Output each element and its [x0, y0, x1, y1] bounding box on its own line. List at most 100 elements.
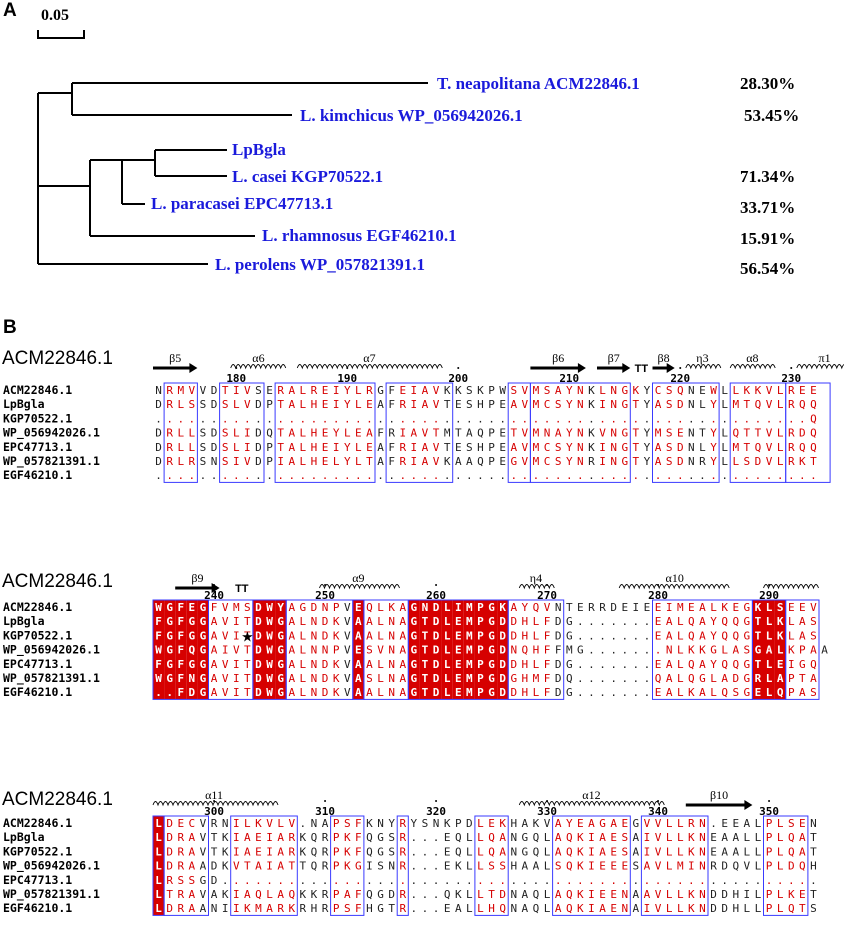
- residue: L: [344, 427, 351, 440]
- residue: D: [710, 888, 717, 901]
- residue: Q: [732, 629, 739, 642]
- sequence-name: KGP70522.1: [3, 844, 72, 858]
- ss-label: α9: [352, 571, 364, 585]
- residue: L: [699, 398, 706, 411]
- residue: G: [621, 384, 628, 397]
- residue: R: [399, 441, 406, 454]
- residue: L: [677, 902, 684, 915]
- residue: R: [166, 398, 173, 411]
- residue: V: [222, 615, 229, 628]
- residue: P: [488, 427, 495, 440]
- residue: .: [255, 874, 262, 887]
- residue: N: [699, 845, 706, 858]
- residue: M: [533, 398, 540, 411]
- residue: W: [266, 601, 273, 614]
- residue: R: [788, 384, 795, 397]
- residue: .: [422, 860, 429, 873]
- residue: Q: [732, 860, 739, 873]
- residue: N: [621, 888, 628, 901]
- residue: L: [300, 644, 307, 657]
- residue: V: [433, 455, 440, 468]
- residue: V: [766, 427, 773, 440]
- taxon-label: L. perolens WP_057821391.1: [215, 255, 425, 274]
- residue: E: [610, 902, 617, 915]
- residue: L: [666, 831, 673, 844]
- residue: M: [533, 441, 540, 454]
- residue: I: [233, 686, 240, 699]
- residue: .: [555, 874, 562, 887]
- residue: S: [544, 384, 551, 397]
- residue: .: [644, 469, 651, 482]
- ss-label: β10: [710, 788, 728, 802]
- residue: T: [244, 615, 251, 628]
- residue: K: [222, 845, 229, 858]
- residue: N: [621, 902, 628, 915]
- residue: .: [699, 412, 706, 425]
- residue: T: [510, 427, 517, 440]
- residue: L: [189, 427, 196, 440]
- residue: N: [577, 441, 584, 454]
- residue: T: [444, 398, 451, 411]
- residue: Y: [710, 455, 717, 468]
- residue: D: [433, 658, 440, 671]
- residue: I: [588, 902, 595, 915]
- residue: Q: [688, 672, 695, 685]
- residue: Y: [566, 427, 573, 440]
- residue: .: [288, 469, 295, 482]
- residue: V: [522, 427, 529, 440]
- residue: D: [255, 601, 262, 614]
- residue: .: [721, 469, 728, 482]
- residue: L: [355, 384, 362, 397]
- residue: S: [344, 902, 351, 915]
- residue: R: [322, 902, 329, 915]
- residue: .: [510, 874, 517, 887]
- residue: .: [455, 874, 462, 887]
- residue: N: [311, 629, 318, 642]
- residue: L: [677, 672, 684, 685]
- active-site-star: ★: [241, 629, 254, 645]
- residue: L: [233, 427, 240, 440]
- residue: A: [277, 860, 284, 873]
- residue: A: [244, 831, 251, 844]
- residue: A: [633, 888, 640, 901]
- residue: Y: [344, 455, 351, 468]
- residue: R: [710, 860, 717, 873]
- residue: A: [366, 629, 373, 642]
- residue: P: [266, 398, 273, 411]
- residue: F: [544, 658, 551, 671]
- residue: R: [177, 845, 184, 858]
- residue: .: [433, 412, 440, 425]
- residue: I: [222, 644, 229, 657]
- residue: K: [799, 455, 806, 468]
- residue: Q: [566, 672, 573, 685]
- residue: E: [455, 686, 462, 699]
- residue: L: [233, 441, 240, 454]
- residue: N: [311, 686, 318, 699]
- residue: K: [755, 384, 762, 397]
- similarity-box: [152, 815, 165, 916]
- residue: S: [466, 441, 473, 454]
- ss-label: α8: [746, 351, 758, 365]
- residue: L: [755, 888, 762, 901]
- residue: D: [555, 629, 562, 642]
- residue: .: [522, 469, 529, 482]
- residue: R: [399, 817, 406, 830]
- residue: R: [755, 672, 762, 685]
- ruler-dot: [768, 800, 771, 802]
- identity-column: [463, 600, 475, 700]
- residue: M: [466, 644, 473, 657]
- residue: A: [499, 831, 506, 844]
- residue: E: [732, 817, 739, 830]
- residue: M: [466, 658, 473, 671]
- residue: Q: [688, 615, 695, 628]
- residue: .: [577, 615, 584, 628]
- identity-column: [486, 600, 498, 700]
- residue: R: [277, 384, 284, 397]
- alpha-helix: [518, 584, 555, 590]
- residue: L: [766, 601, 773, 614]
- residue: M: [732, 441, 739, 454]
- residue: E: [499, 441, 506, 454]
- residue: T: [799, 672, 806, 685]
- residue: K: [455, 860, 462, 873]
- residue: R: [399, 888, 406, 901]
